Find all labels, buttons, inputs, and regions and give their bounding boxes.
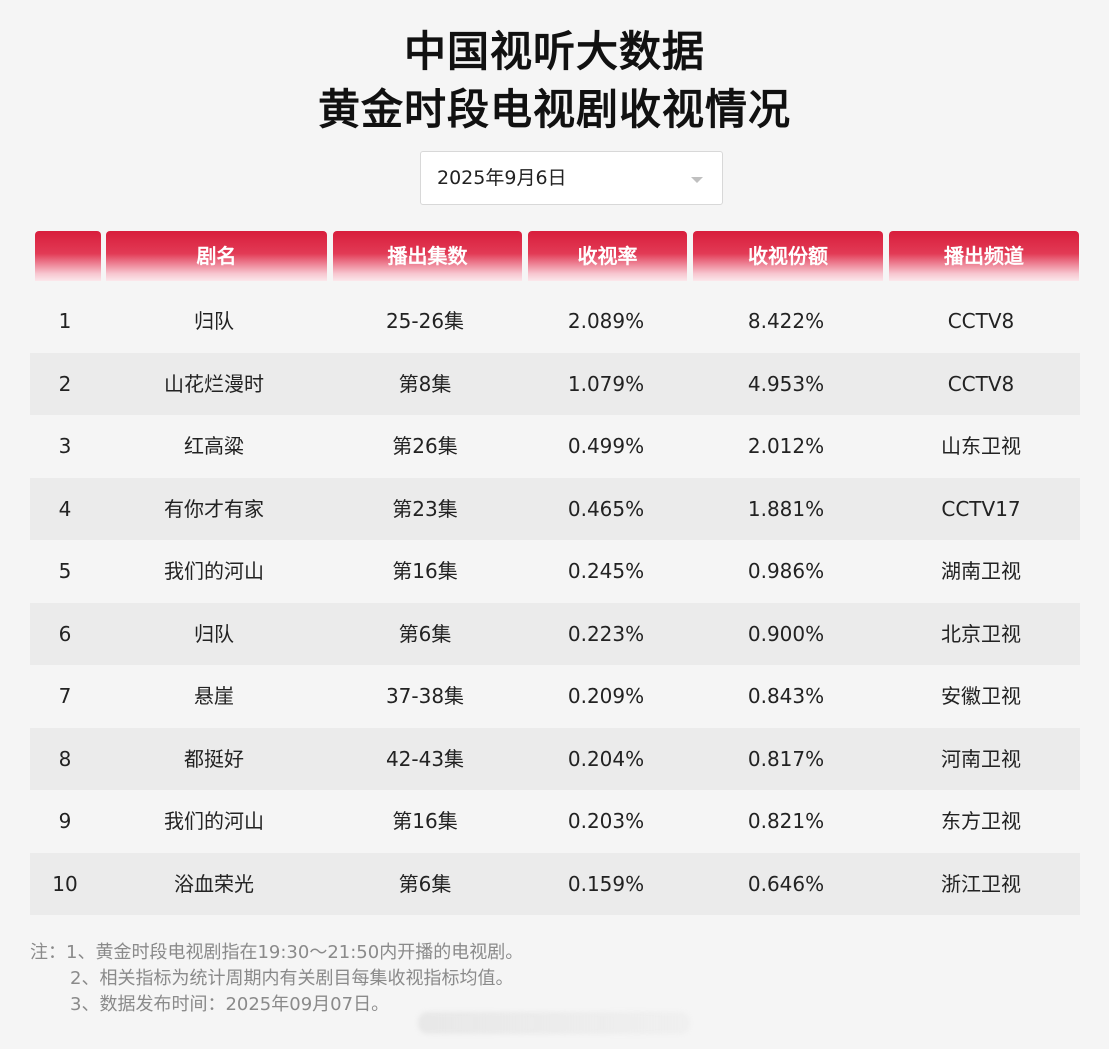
cell-channel: CCTV8 [947,371,1015,396]
cell-rank: 3 [58,434,72,458]
cell-channel: 北京卫视 [941,621,1021,646]
cell-channel: 山东卫视 [941,434,1021,458]
table-row: 10 浴血荣光 第6集 0.159% 0.646% 浙江卫视 [30,852,1080,915]
cell-episodes: 第16集 [392,809,458,833]
cell-rating: 0.159% [567,871,645,896]
cell-rating: 0.499% [567,434,645,458]
table-row: 7 悬崖 37-38集 0.209% 0.843% 安徽卫视 [30,665,1080,728]
table-row: 8 都挺好 42-43集 0.204% 0.817% 河南卫视 [30,727,1080,790]
watermark [418,1012,690,1034]
cell-share: 8.422% [747,309,825,333]
cell-episodes: 第8集 [398,371,452,396]
cell-title: 悬崖 [194,684,234,708]
page-title-line2: 黄金时段电视剧收视情况 [317,85,791,134]
cell-rating: 0.245% [567,559,645,583]
table-row: 3 红高粱 第26集 0.499% 2.012% 山东卫视 [30,415,1080,478]
cell-share: 0.821% [747,809,825,833]
date-select-value: 2025年9月6日 [437,167,567,189]
cell-channel: 河南卫视 [941,746,1021,771]
column-header-rank [35,231,101,281]
cell-share: 1.881% [747,496,825,521]
cell-episodes: 37-38集 [385,684,465,708]
cell-title: 红高粱 [184,434,244,458]
page-title-line1: 中国视听大数据 [403,27,705,76]
column-header-channel: 播出频道 [889,231,1079,281]
cell-channel: 安徽卫视 [941,684,1021,708]
cell-title: 我们的河山 [164,809,264,833]
cell-title: 归队 [194,621,234,646]
cell-rank: 8 [58,746,72,771]
cell-share: 0.900% [747,621,825,646]
cell-share: 2.012% [747,434,825,458]
cell-rating: 2.089% [567,309,645,333]
cell-title: 归队 [194,309,234,333]
column-header-share: 收视份额 [693,231,883,281]
cell-rank: 9 [58,809,72,833]
cell-channel: 湖南卫视 [941,559,1021,583]
table-row: 5 我们的河山 第16集 0.245% 0.986% 湖南卫视 [30,540,1080,603]
cell-rank: 4 [58,496,72,521]
cell-rank: 7 [58,684,72,708]
cell-channel: 东方卫视 [941,809,1021,833]
cell-title: 都挺好 [184,746,244,771]
cell-share: 4.953% [747,371,825,396]
cell-share: 0.843% [747,684,825,708]
cell-rank: 10 [52,871,78,896]
footnote-3: 3、数据发布时间：2025年09月07日。 [70,994,390,1015]
cell-channel: CCTV8 [947,309,1015,333]
cell-rank: 6 [58,621,72,646]
cell-rating: 0.209% [567,684,645,708]
cell-rank: 5 [58,559,72,583]
cell-episodes: 第16集 [392,559,458,583]
cell-share: 0.817% [747,746,825,771]
cell-episodes: 第6集 [398,621,452,646]
table-row: 4 有你才有家 第23集 0.465% 1.881% CCTV17 [30,477,1080,540]
footnotes: 注：1、黄金时段电视剧指在19:30～21:50内开播的电视剧。 2、相关指标为… [30,940,523,1018]
cell-episodes: 25-26集 [385,309,465,333]
chevron-down-icon[interactable] [691,177,703,183]
cell-share: 0.986% [747,559,825,583]
cell-channel: 浙江卫视 [941,871,1021,896]
date-select[interactable]: 2025年9月6日 [420,151,723,205]
cell-rank: 2 [58,371,72,396]
cell-rating: 0.465% [567,496,645,521]
cell-rank: 1 [58,309,72,333]
table-row: 1 归队 25-26集 2.089% 8.422% CCTV8 [30,290,1080,353]
cell-episodes: 第26集 [392,434,458,458]
table-body: 1 归队 25-26集 2.089% 8.422% CCTV8 2 山花烂漫时 第8集 1.079… [30,290,1080,915]
column-header-episodes: 播出集数 [333,231,522,281]
table-row: 6 归队 第6集 0.223% 0.900% 北京卫视 [30,602,1080,665]
cell-channel: CCTV17 [941,496,1021,521]
cell-episodes: 42-43集 [385,746,465,771]
cell-title: 山花烂漫时 [164,371,264,396]
cell-episodes: 第6集 [398,871,452,896]
cell-share: 0.646% [747,871,825,896]
cell-episodes: 第23集 [392,496,458,521]
cell-rating: 0.204% [567,746,645,771]
footnote-1: 注：1、黄金时段电视剧指在19:30～21:50内开播的电视剧。 [30,942,524,963]
table-row: 9 我们的河山 第16集 0.203% 0.821% 东方卫视 [30,790,1080,853]
cell-title: 有你才有家 [164,496,264,521]
cell-title: 浴血荣光 [174,871,254,896]
cell-rating: 1.079% [567,371,645,396]
column-header-title: 剧名 [106,231,327,281]
cell-rating: 0.223% [567,621,645,646]
cell-rating: 0.203% [567,809,645,833]
table-row: 2 山花烂漫时 第8集 1.079% 4.953% CCTV8 [30,352,1080,415]
table-header: 剧名 播出集数 收视率 收视份额 播出频道 [0,231,1109,281]
cell-title: 我们的河山 [164,559,264,583]
column-header-rating: 收视率 [528,231,687,281]
footnote-2: 2、相关指标为统计周期内有关剧目每集收视指标均值。 [70,968,514,989]
